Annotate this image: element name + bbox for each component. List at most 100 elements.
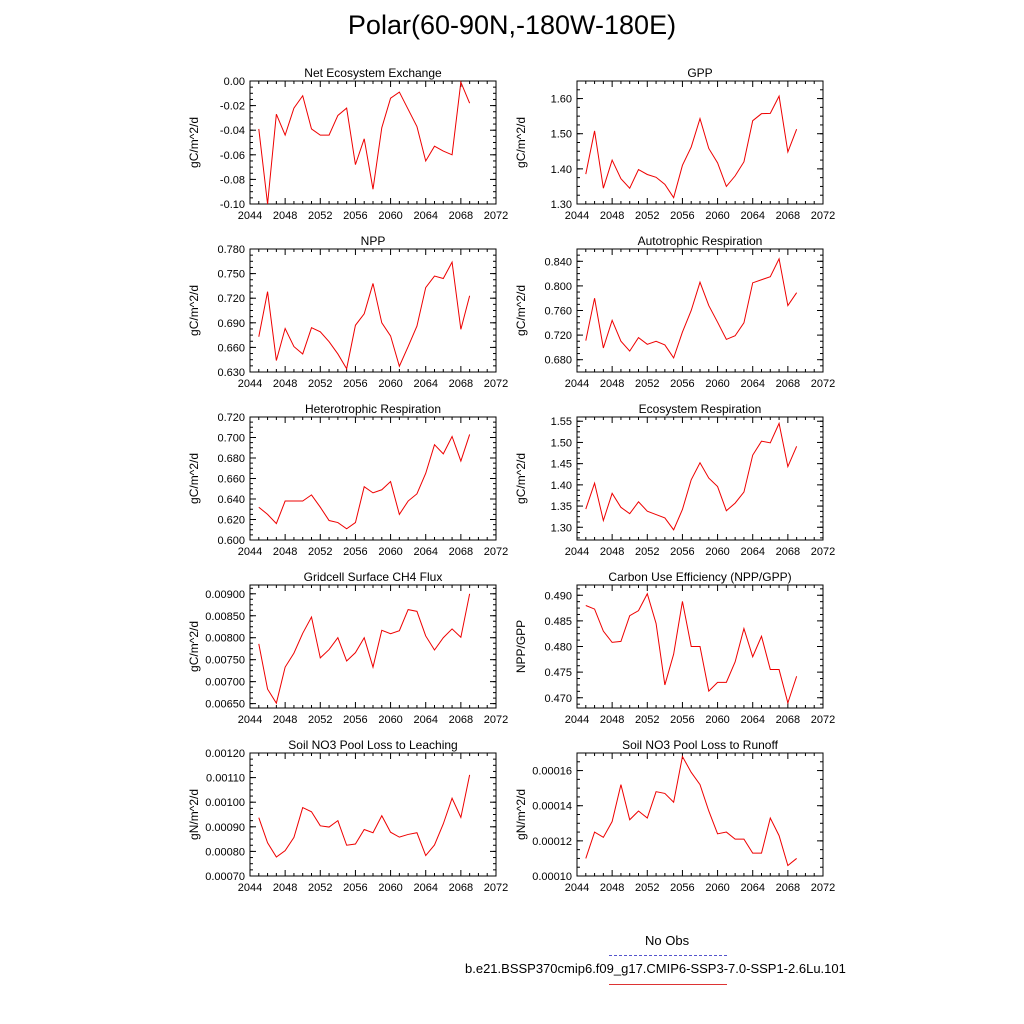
x-tick-label: 2068 (449, 546, 473, 558)
y-tick-label: 0.00750 (205, 655, 245, 667)
x-tick-label: 2044 (238, 546, 262, 558)
x-tick-label: 2060 (705, 378, 729, 390)
x-tick-label: 2052 (635, 378, 659, 390)
chart-panel-7: Carbon Use Efficiency (NPP/GPP) NPP/GPP 20… (514, 570, 835, 726)
x-tick-label: 2052 (308, 210, 332, 222)
x-tick-label: 2056 (670, 714, 694, 726)
y-tick-label: 0.00 (224, 76, 245, 88)
x-tick-label: 2056 (343, 210, 367, 222)
panel-title: Net Ecosystem Exchange (304, 66, 442, 80)
y-tick-label: 0.00650 (205, 699, 245, 711)
y-tick-label: 0.760 (544, 306, 572, 318)
y-tick-label: 1.30 (551, 199, 572, 211)
chart-panel-5: Ecosystem Respiration gC/m^2/d 2044 2048 205… (514, 402, 835, 558)
y-axis-label: gC/m^2/d (187, 621, 201, 672)
y-tick-label: 0.700 (217, 433, 245, 445)
y-tick-label: 0.620 (217, 515, 245, 527)
x-tick-label: 2072 (484, 378, 508, 390)
plot-frame (576, 248, 824, 373)
x-tick-label: 2044 (238, 210, 262, 222)
series-line (258, 80, 471, 205)
y-tick-label: 0.800 (544, 281, 572, 293)
panel-title: GPP (687, 66, 712, 80)
series-line (258, 774, 471, 858)
x-tick-label: 2060 (378, 210, 402, 222)
x-tick-label: 2044 (238, 882, 262, 894)
x-tick-label: 2068 (776, 714, 800, 726)
x-tick-label: 2068 (776, 210, 800, 222)
y-tick-label: 0.480 (544, 642, 572, 654)
x-tick-label: 2044 (565, 546, 589, 558)
panel-title: Ecosystem Respiration (639, 402, 762, 416)
x-tick-label: 2064 (740, 378, 764, 390)
x-tick-label: 2048 (600, 378, 624, 390)
x-tick-label: 2068 (449, 378, 473, 390)
x-tick-label: 2044 (565, 714, 589, 726)
x-tick-label: 2064 (413, 546, 437, 558)
chart-panel-6: Gridcell Surface CH4 Flux gC/m^2/d 2044 204… (187, 570, 508, 726)
x-tick-label: 2060 (705, 714, 729, 726)
x-tick-label: 2064 (740, 210, 764, 222)
x-tick-label: 2052 (635, 546, 659, 558)
x-tick-label: 2056 (670, 546, 694, 558)
x-tick-label: 2068 (449, 882, 473, 894)
y-tick-label: 1.40 (551, 164, 572, 176)
plot-frame (576, 416, 824, 541)
y-tick-label: 0.00800 (205, 633, 245, 645)
x-tick-label: 2060 (378, 714, 402, 726)
y-axis-label: gC/m^2/d (514, 117, 528, 168)
panel-title: Soil NO3 Pool Loss to Runoff (622, 738, 779, 752)
x-tick-label: 2048 (273, 546, 297, 558)
x-tick-label: 2052 (635, 210, 659, 222)
x-tick-label: 2052 (635, 882, 659, 894)
y-tick-label: -0.06 (220, 150, 245, 162)
y-axis-label: gC/m^2/d (187, 285, 201, 336)
y-tick-label: 1.45 (551, 459, 572, 471)
y-tick-label: 1.50 (551, 129, 572, 141)
x-tick-label: 2048 (273, 882, 297, 894)
x-tick-label: 2060 (705, 210, 729, 222)
x-tick-label: 2072 (811, 714, 835, 726)
y-tick-label: 0.475 (544, 667, 572, 679)
x-tick-label: 2048 (273, 210, 297, 222)
x-tick-label: 2044 (238, 714, 262, 726)
x-tick-label: 2044 (565, 378, 589, 390)
x-tick-label: 2064 (740, 714, 764, 726)
y-tick-label: 0.00010 (532, 871, 572, 883)
x-tick-label: 2068 (776, 882, 800, 894)
y-axis-label: NPP/GPP (514, 620, 528, 673)
y-tick-label: 0.00700 (205, 677, 245, 689)
y-tick-label: 0.00100 (205, 797, 245, 809)
y-tick-label: 0.680 (217, 453, 245, 465)
y-tick-label: 0.00090 (205, 822, 245, 834)
x-tick-label: 2064 (740, 546, 764, 558)
y-tick-label: 0.780 (217, 244, 245, 256)
x-tick-label: 2072 (484, 882, 508, 894)
series-line (258, 434, 471, 530)
series-line (585, 421, 798, 531)
x-tick-label: 2048 (273, 378, 297, 390)
plot-frame (249, 416, 497, 541)
plot-frame (249, 584, 497, 709)
panel-title: Heterotrophic Respiration (305, 402, 441, 416)
x-tick-label: 2048 (600, 546, 624, 558)
x-tick-label: 2048 (273, 714, 297, 726)
y-tick-label: 0.690 (217, 318, 245, 330)
x-tick-label: 2052 (308, 714, 332, 726)
x-tick-label: 2072 (811, 210, 835, 222)
y-tick-label: 0.470 (544, 693, 572, 705)
y-tick-label: 0.630 (217, 367, 245, 379)
series-line (585, 94, 798, 199)
x-tick-label: 2044 (238, 378, 262, 390)
chart-panel-3: Autotrophic Respiration gC/m^2/d 2044 2048 2… (514, 234, 835, 390)
y-tick-label: -0.10 (220, 199, 245, 211)
x-tick-label: 2056 (670, 378, 694, 390)
x-tick-label: 2056 (343, 378, 367, 390)
chart-panel-4: Heterotrophic Respiration gC/m^2/d 2044 204… (187, 402, 508, 558)
y-tick-label: -0.04 (220, 125, 245, 137)
y-tick-label: 0.00070 (205, 871, 245, 883)
x-tick-label: 2064 (740, 882, 764, 894)
x-tick-label: 2064 (413, 378, 437, 390)
x-tick-label: 2072 (811, 882, 835, 894)
x-tick-label: 2068 (776, 546, 800, 558)
